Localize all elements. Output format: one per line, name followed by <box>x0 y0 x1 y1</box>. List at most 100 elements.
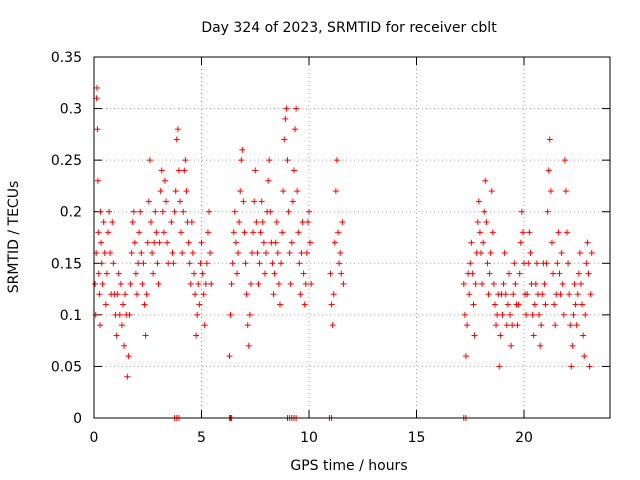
data-point <box>117 280 124 287</box>
data-point <box>485 291 492 298</box>
data-point <box>588 249 595 256</box>
data-point <box>280 188 287 195</box>
data-point <box>183 188 190 195</box>
data-point <box>510 291 517 298</box>
data-point <box>481 208 488 215</box>
data-point <box>177 198 183 205</box>
data-point <box>524 291 531 298</box>
y-tick-label: 0.1 <box>60 308 82 324</box>
data-point <box>226 353 233 360</box>
data-point <box>331 239 338 246</box>
data-point <box>178 229 185 236</box>
data-point <box>523 311 530 318</box>
data-point <box>542 301 549 308</box>
data-point <box>138 249 145 256</box>
data-point <box>110 260 117 267</box>
data-point <box>306 208 312 215</box>
grid-layer <box>94 57 610 418</box>
data-point <box>289 198 296 205</box>
data-point <box>587 291 594 298</box>
data-point <box>307 239 314 246</box>
chart-title: Day 324 of 2023, SRMTID for receiver cbl… <box>201 20 497 36</box>
data-point <box>126 311 133 318</box>
data-point <box>97 322 104 329</box>
data-point <box>468 239 475 246</box>
data-point <box>139 280 146 287</box>
data-point <box>301 301 308 308</box>
data-point <box>475 198 482 205</box>
data-point <box>104 229 111 236</box>
data-point <box>279 229 286 236</box>
data-point <box>237 188 244 195</box>
data-point <box>579 301 586 308</box>
data-point <box>287 280 294 287</box>
data-point <box>288 239 295 246</box>
data-point <box>242 260 249 267</box>
data-point <box>169 249 176 256</box>
data-point <box>501 249 508 256</box>
data-point <box>121 342 128 349</box>
data-point <box>145 198 152 205</box>
data-point <box>171 208 178 215</box>
data-point <box>552 322 559 329</box>
data-point <box>227 311 234 318</box>
data-point <box>240 198 247 205</box>
data-point <box>136 229 143 236</box>
data-point <box>585 270 592 277</box>
data-point <box>100 219 107 226</box>
data-point <box>228 280 235 287</box>
data-point <box>293 105 300 112</box>
data-point <box>243 291 250 298</box>
data-point <box>476 229 483 236</box>
data-point <box>200 291 207 298</box>
data-point <box>168 219 175 226</box>
data-point <box>516 270 523 277</box>
data-point <box>131 239 138 246</box>
data-point <box>282 115 289 122</box>
data-point <box>474 219 481 226</box>
data-point <box>269 260 276 267</box>
data-point <box>580 332 587 339</box>
data-point <box>156 239 163 246</box>
data-point <box>134 291 140 298</box>
data-point <box>238 157 245 164</box>
data-point <box>537 342 544 349</box>
data-point <box>128 249 135 256</box>
data-point <box>577 280 584 287</box>
data-point <box>569 342 576 349</box>
data-point <box>547 188 554 195</box>
data-point <box>120 301 127 308</box>
data-point <box>573 322 580 329</box>
data-point <box>263 249 269 256</box>
data-point <box>142 332 149 339</box>
data-point <box>109 219 116 226</box>
data-point <box>461 311 468 318</box>
data-point <box>103 270 110 277</box>
data-point <box>244 322 251 329</box>
data-point <box>150 270 157 277</box>
x-tick-label: 0 <box>90 430 99 446</box>
data-point <box>300 270 307 277</box>
data-point <box>276 301 283 308</box>
data-point <box>106 208 113 215</box>
data-point <box>568 363 575 370</box>
data-point <box>339 219 346 226</box>
data-point <box>92 280 99 287</box>
data-point <box>188 219 195 226</box>
data-point <box>143 291 150 298</box>
data-point <box>95 270 102 277</box>
data-point <box>275 280 282 287</box>
data-point <box>247 280 254 287</box>
data-point <box>229 260 236 267</box>
data-point <box>538 322 545 329</box>
data-point <box>527 249 534 256</box>
data-point <box>273 219 280 226</box>
data-point <box>502 291 509 298</box>
data-point <box>471 332 478 339</box>
data-point <box>174 126 181 133</box>
data-point <box>469 270 476 277</box>
data-point <box>107 249 114 256</box>
data-point <box>497 332 504 339</box>
data-point <box>529 311 536 318</box>
data-point <box>239 146 246 153</box>
